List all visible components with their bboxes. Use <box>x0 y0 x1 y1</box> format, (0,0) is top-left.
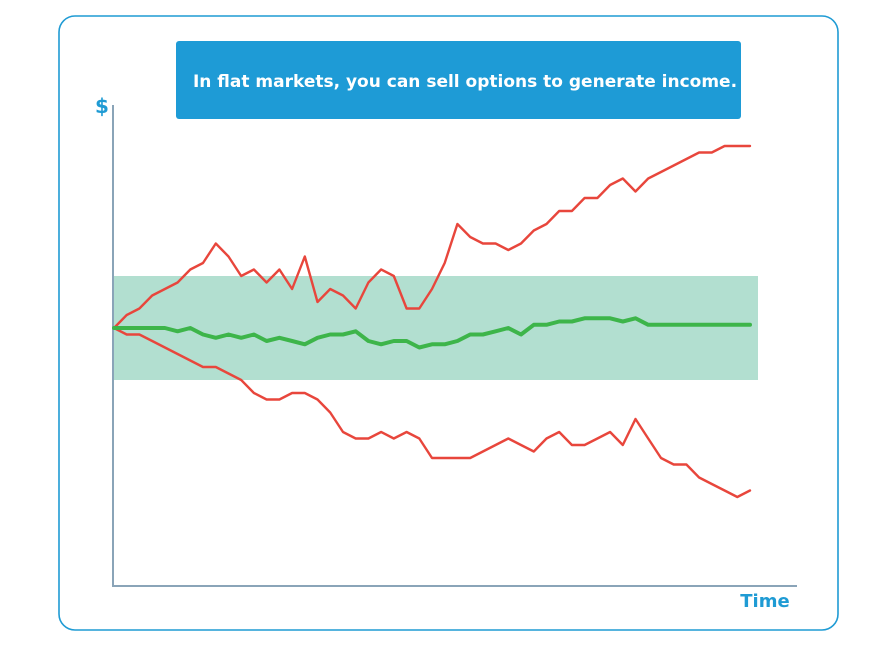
flat-range-band <box>114 276 758 380</box>
title-banner <box>176 41 741 119</box>
series-line-flat <box>112 316 752 350</box>
y-axis-label: $ <box>95 94 109 118</box>
x-axis-label: Time <box>740 591 789 612</box>
series-group <box>112 144 752 499</box>
series-line-up <box>112 144 752 330</box>
chart-frame <box>58 15 839 631</box>
title-banner-text: In flat markets, you can sell options to… <box>193 72 737 92</box>
series-line-down <box>112 326 752 499</box>
